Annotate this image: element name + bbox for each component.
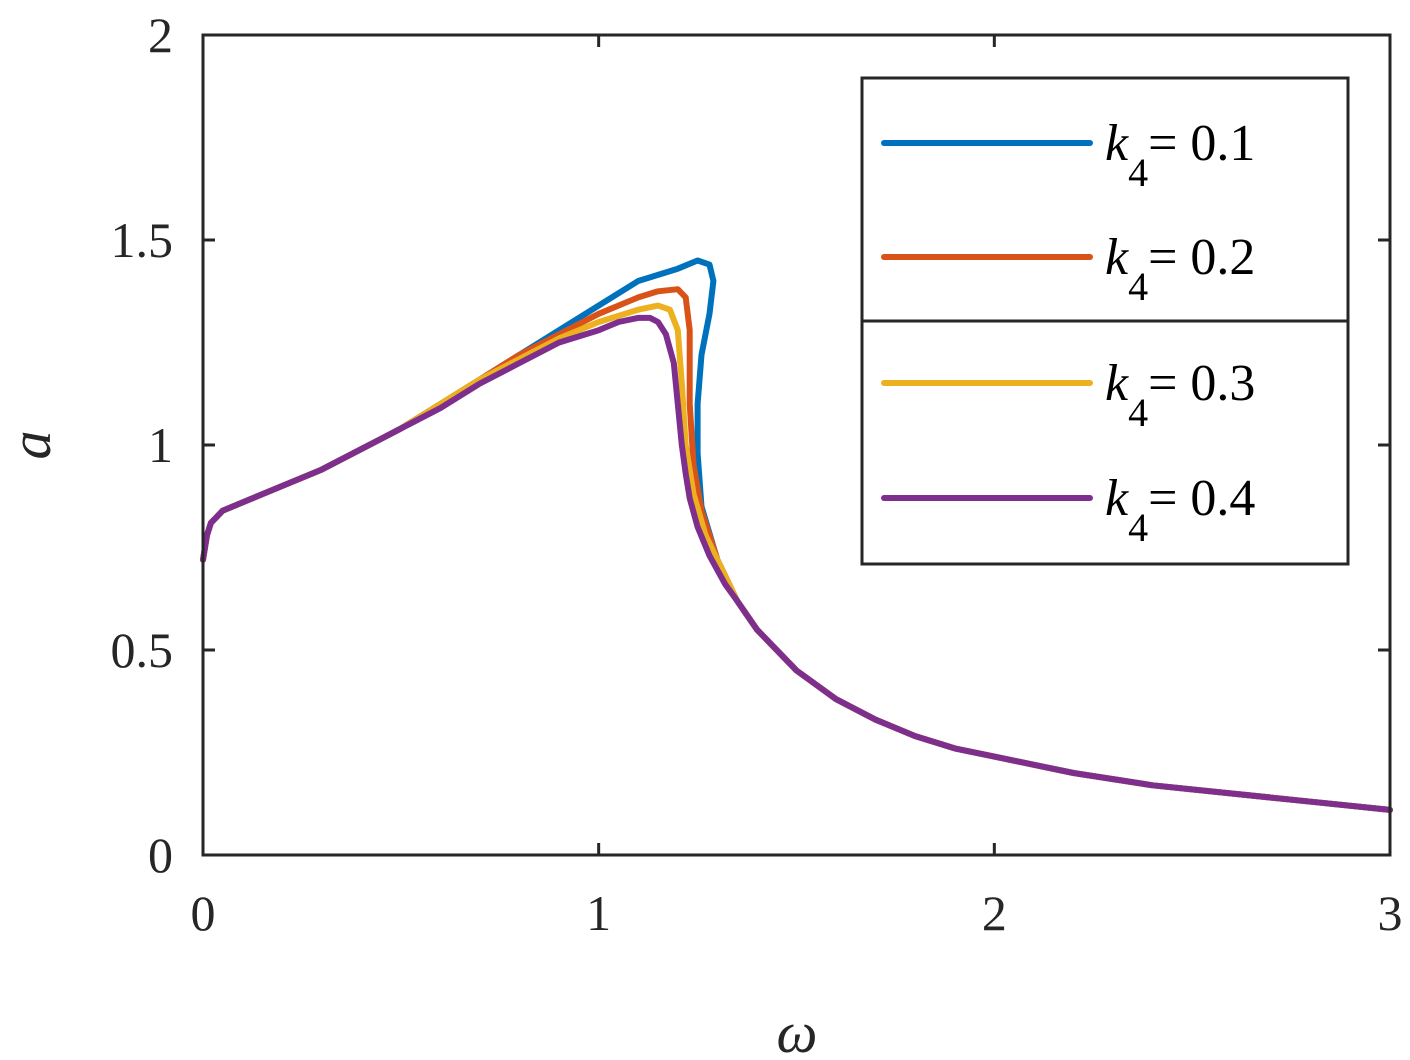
y-tick-label: 1.5 — [111, 212, 174, 268]
legend-label: k4= 0.2 — [1105, 229, 1255, 309]
legend-item: k4= 0.2 — [881, 229, 1255, 309]
x-tick-label: 3 — [1378, 885, 1403, 941]
y-tick-label: 1 — [148, 417, 173, 473]
y-tick-label: 0.5 — [111, 622, 174, 678]
x-tick-label: 0 — [191, 885, 216, 941]
y-tick-label: 2 — [148, 7, 173, 63]
x-tick-label: 1 — [586, 885, 611, 941]
y-axis-label: a — [0, 431, 63, 460]
legend: k4= 0.1 k4= 0.2 k4= 0.3 k4= 0.4 — [860, 76, 1350, 566]
legend-item: k4= 0.3 — [881, 355, 1255, 435]
legend-label: k4= 0.4 — [1105, 470, 1255, 550]
legend-item: k4= 0.1 — [881, 115, 1255, 195]
x-tick-label: 2 — [982, 885, 1007, 941]
legend-item: k4= 0.4 — [881, 470, 1255, 550]
series-line-4 — [200, 314, 1393, 813]
tick-layer: 0 1 2 3 0 0.5 1 1.5 2 — [111, 7, 1403, 941]
series-layer — [200, 257, 1393, 813]
legend-label: k4= 0.3 — [1105, 355, 1255, 435]
legend-label: k4= 0.1 — [1105, 115, 1255, 195]
y-tick-label: 0 — [148, 827, 173, 883]
x-axis-label: ω — [777, 1000, 818, 1060]
